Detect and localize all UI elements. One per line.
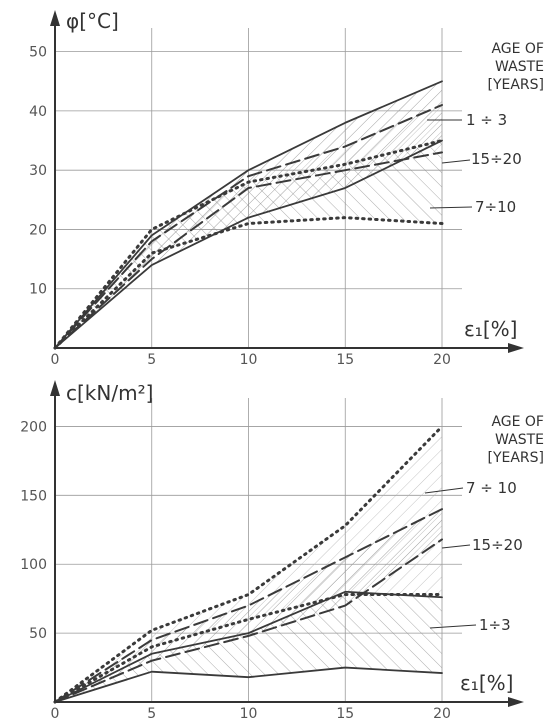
bottom-chart-series-line [54, 508, 443, 703]
bottom-chart-x-axis-arrow [508, 697, 524, 707]
top-chart-x-tick-label: 10 [240, 352, 258, 368]
bottom-chart-series-line [53, 424, 444, 704]
top-chart-x-tick-label: 15 [336, 352, 354, 368]
bottom-chart-x-tick-label: 10 [240, 706, 258, 719]
top-chart-annotations: 1 ÷ 3 15÷20 7÷10 [427, 111, 522, 216]
bottom-chart-legend-title-line: [YEARS] [487, 450, 544, 466]
bottom-chart-band [55, 426, 442, 702]
top-chart-x-axis-title: ε₁[%] [464, 317, 517, 341]
top-chart-legend-title-line: WASTE [495, 59, 544, 75]
bottom-chart: 0 5 10 15 20 50 100 150 200 c[kN/m²] ε₁[%] AGE O… [20, 380, 544, 719]
top-chart-x-tick-label: 0 [51, 352, 60, 368]
bottom-chart-annotation: 15÷20 [472, 536, 523, 554]
top-chart-series-line [54, 151, 443, 349]
top-chart-annotation: 15÷20 [471, 150, 522, 168]
bottom-chart-series-line [53, 593, 444, 704]
bottom-chart-legend-title: AGE OF WASTE [YEARS] [487, 414, 544, 466]
bottom-chart-x-tick-label: 20 [433, 706, 451, 719]
bottom-chart-leader-line [424, 487, 464, 494]
top-chart-y-tick-label: 30 [29, 163, 47, 179]
top-chart-series-line [54, 80, 443, 349]
bottom-chart-x-tick-label: 15 [336, 706, 354, 719]
top-chart-y-axis-arrow [50, 10, 60, 26]
top-chart-series-line [54, 103, 443, 349]
bottom-chart-y-tick-label: 100 [20, 557, 47, 573]
top-chart-series [53, 80, 444, 350]
top-chart-series-line [53, 216, 444, 350]
bottom-chart-annotation: 1÷3 [479, 616, 511, 634]
top-chart-series-line [53, 139, 444, 350]
top-chart-annotation: 1 ÷ 3 [466, 111, 507, 129]
bottom-chart-leader-line [441, 544, 471, 549]
top-chart-legend-title: AGE OF WASTE [YEARS] [487, 41, 544, 93]
top-chart-y-axis-title: φ[°C] [66, 9, 119, 33]
bottom-chart-band [55, 591, 442, 702]
top-chart-series-line [54, 139, 443, 349]
bottom-chart-y-axis-title: c[kN/m²] [66, 381, 153, 405]
bottom-chart-legend-title-line: WASTE [495, 432, 544, 448]
bottom-chart-y-tick-label: 150 [20, 488, 47, 504]
top-chart-tick-labels: 0 5 10 15 20 10 20 30 40 50 [29, 45, 451, 368]
bottom-chart-x-axis-title: ε₁[%] [460, 671, 513, 695]
top-chart-x-tick-label: 5 [147, 352, 156, 368]
bottom-chart-annotations: 7 ÷ 10 15÷20 1÷3 [424, 479, 523, 634]
top-chart-leader-line [441, 159, 471, 164]
bottom-chart-series [53, 424, 444, 704]
top-chart-y-tick-label: 10 [29, 282, 47, 298]
bottom-chart-series-line [54, 538, 443, 703]
top-chart-leader-line [429, 206, 473, 209]
bottom-chart-leader-line [429, 624, 477, 629]
bottom-chart-y-axis-arrow [50, 380, 60, 396]
top-chart-legend-title-line: [YEARS] [487, 77, 544, 93]
bottom-chart-x-tick-label: 0 [51, 706, 60, 719]
bottom-chart-tick-labels: 0 5 10 15 20 50 100 150 200 [20, 419, 451, 719]
top-chart-x-tick-label: 20 [433, 352, 451, 368]
bottom-chart-legend-title-line: AGE OF [491, 414, 544, 430]
bottom-chart-series-line [54, 590, 443, 703]
top-chart: 0 5 10 15 20 10 20 30 40 50 φ[°C] ε₁[%] AGE OF WA… [29, 9, 544, 368]
bottom-chart-series-line [54, 666, 443, 703]
top-chart-band [55, 140, 442, 348]
bottom-chart-y-tick-label: 200 [20, 419, 47, 435]
bottom-chart-y-tick-label: 50 [29, 626, 47, 642]
top-chart-y-tick-label: 40 [29, 104, 47, 120]
top-chart-y-tick-label: 50 [29, 45, 47, 61]
top-chart-y-tick-label: 20 [29, 222, 47, 238]
bottom-chart-annotation: 7 ÷ 10 [466, 479, 517, 497]
bottom-chart-x-tick-label: 5 [147, 706, 156, 719]
top-chart-x-axis-arrow [508, 343, 524, 353]
top-chart-annotation: 7÷10 [475, 198, 516, 216]
top-chart-legend-title-line: AGE OF [491, 41, 544, 57]
